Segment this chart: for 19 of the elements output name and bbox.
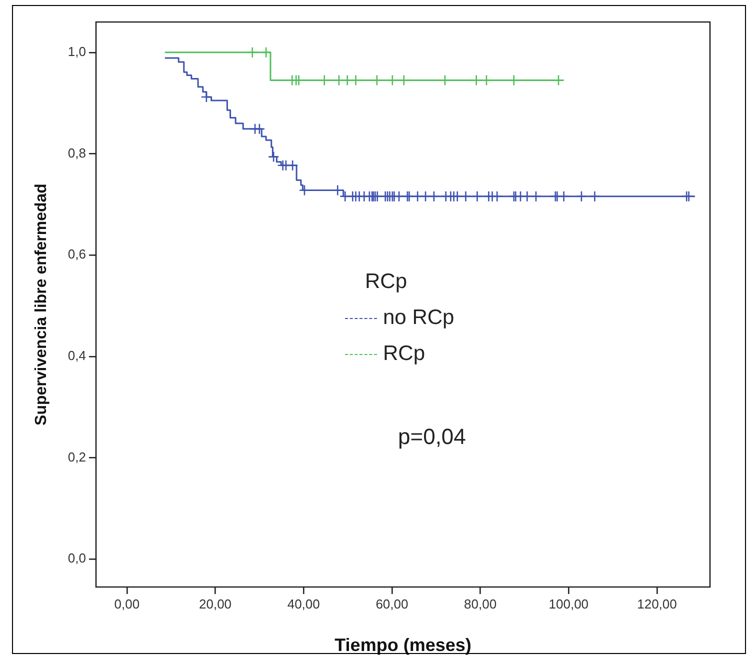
x-tick-label: 40,00 <box>287 596 320 612</box>
x-axis-title: Tiempo (meses) <box>334 635 472 656</box>
x-tick-label: 0,00 <box>114 596 140 612</box>
x-tick-label: 60,00 <box>376 596 408 612</box>
y-tick-label: 0,0 <box>68 550 86 566</box>
x-tick-label: 100,00 <box>548 596 589 612</box>
x-tick-label: 80,00 <box>464 596 497 612</box>
annotation: p=0,04 <box>398 424 466 450</box>
y-tick-label: 0,8 <box>68 145 86 160</box>
x-tick-label: 20,00 <box>198 596 232 612</box>
legend-label: RCp <box>383 342 426 366</box>
x-tick-label: 120,00 <box>637 596 677 612</box>
y-tick-label: 0,6 <box>68 246 86 262</box>
y-tick-label: 0,4 <box>68 348 86 364</box>
y-tick-label: 0,2 <box>68 449 86 464</box>
legend-label: no RCp <box>383 306 454 330</box>
y-axis-title: Supervivencia libre enfermedad <box>33 184 50 426</box>
y-tick-label: 1,0 <box>68 44 86 59</box>
legend-title: RCp <box>365 270 408 294</box>
